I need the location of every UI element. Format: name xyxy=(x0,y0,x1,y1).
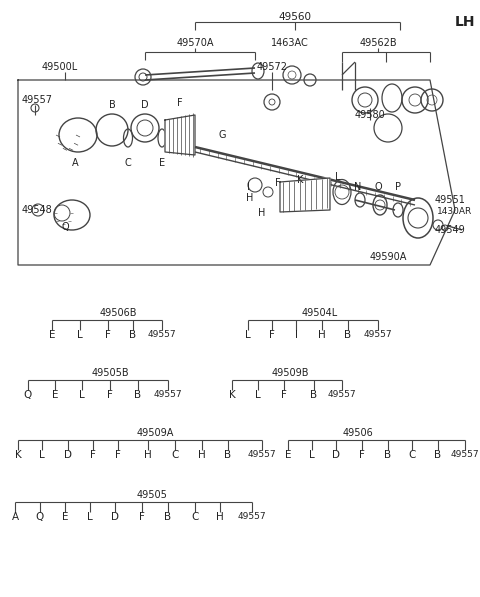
Text: E: E xyxy=(52,390,58,400)
Text: C: C xyxy=(171,450,179,460)
Text: Q: Q xyxy=(36,512,44,522)
Text: L: L xyxy=(255,390,261,400)
Text: Q: Q xyxy=(24,390,32,400)
Text: 49557: 49557 xyxy=(451,450,480,459)
Text: D: D xyxy=(332,450,340,460)
Text: E: E xyxy=(49,330,55,340)
Text: 49548: 49548 xyxy=(22,205,53,215)
Text: B: B xyxy=(225,450,231,460)
Text: B: B xyxy=(345,330,351,340)
Text: 49557: 49557 xyxy=(154,390,182,399)
Text: 49557: 49557 xyxy=(238,512,266,521)
Text: I: I xyxy=(295,330,298,340)
Text: 49505B: 49505B xyxy=(91,368,129,378)
Text: B: B xyxy=(165,512,171,522)
Text: B: B xyxy=(130,330,137,340)
Text: F: F xyxy=(107,390,113,400)
Text: L: L xyxy=(79,390,85,400)
Text: 49500L: 49500L xyxy=(42,62,78,72)
Text: D: D xyxy=(111,512,119,522)
Text: L: L xyxy=(39,450,45,460)
Text: 49557: 49557 xyxy=(364,330,392,339)
Text: A: A xyxy=(12,512,19,522)
Text: 49572: 49572 xyxy=(256,62,288,72)
Text: E: E xyxy=(159,158,165,168)
Text: L: L xyxy=(245,330,251,340)
Text: B: B xyxy=(311,390,318,400)
Text: F: F xyxy=(105,330,111,340)
Text: B: B xyxy=(434,450,442,460)
Text: 49504L: 49504L xyxy=(302,308,338,318)
Text: F: F xyxy=(281,390,287,400)
Text: A: A xyxy=(72,158,78,168)
Text: 49506: 49506 xyxy=(343,428,373,438)
Text: 49506B: 49506B xyxy=(99,308,137,318)
Text: C: C xyxy=(192,512,199,522)
Text: K: K xyxy=(14,450,22,460)
Polygon shape xyxy=(280,178,330,212)
Text: Q: Q xyxy=(61,222,69,232)
Text: F: F xyxy=(269,330,275,340)
Text: D: D xyxy=(64,450,72,460)
Text: 49580: 49580 xyxy=(355,110,385,120)
Text: H: H xyxy=(318,330,326,340)
Text: 49590A: 49590A xyxy=(369,252,407,262)
Text: H: H xyxy=(144,450,152,460)
Polygon shape xyxy=(165,115,195,155)
Text: H: H xyxy=(246,193,254,203)
Text: LH: LH xyxy=(455,15,476,29)
Text: D: D xyxy=(141,100,149,110)
Text: F: F xyxy=(90,450,96,460)
Text: 49570A: 49570A xyxy=(176,38,214,48)
Text: 49505: 49505 xyxy=(137,490,168,500)
Text: H: H xyxy=(198,450,206,460)
Text: F: F xyxy=(139,512,145,522)
Text: 49509A: 49509A xyxy=(136,428,174,438)
Text: P: P xyxy=(395,182,401,192)
Text: F: F xyxy=(359,450,365,460)
Text: 49551: 49551 xyxy=(435,195,466,205)
Text: E: E xyxy=(285,450,291,460)
Text: N: N xyxy=(354,182,362,192)
Text: C: C xyxy=(408,450,416,460)
Text: 1430AR: 1430AR xyxy=(437,207,472,216)
Text: L: L xyxy=(309,450,315,460)
Text: E: E xyxy=(62,512,68,522)
Text: F: F xyxy=(115,450,121,460)
Text: B: B xyxy=(108,100,115,110)
Text: H: H xyxy=(216,512,224,522)
Text: 49557: 49557 xyxy=(248,450,276,459)
Text: 49549: 49549 xyxy=(435,225,466,235)
Text: G: G xyxy=(218,130,226,140)
Text: L: L xyxy=(335,172,341,182)
Text: 1463AC: 1463AC xyxy=(271,38,309,48)
Text: 49557: 49557 xyxy=(328,390,356,399)
Text: 49557: 49557 xyxy=(148,330,176,339)
Text: B: B xyxy=(134,390,142,400)
Text: 49560: 49560 xyxy=(278,12,312,22)
Text: C: C xyxy=(125,158,132,168)
Text: F: F xyxy=(177,98,183,108)
Text: F: F xyxy=(275,178,281,188)
Text: K: K xyxy=(297,175,303,185)
Text: 49557: 49557 xyxy=(22,95,53,105)
Text: 49562B: 49562B xyxy=(359,38,397,48)
Text: H: H xyxy=(258,208,266,218)
Text: B: B xyxy=(384,450,392,460)
Text: O: O xyxy=(374,182,382,192)
Text: I: I xyxy=(247,182,250,192)
Text: L: L xyxy=(87,512,93,522)
Text: K: K xyxy=(228,390,235,400)
Text: L: L xyxy=(77,330,83,340)
Text: 49509B: 49509B xyxy=(271,368,309,378)
